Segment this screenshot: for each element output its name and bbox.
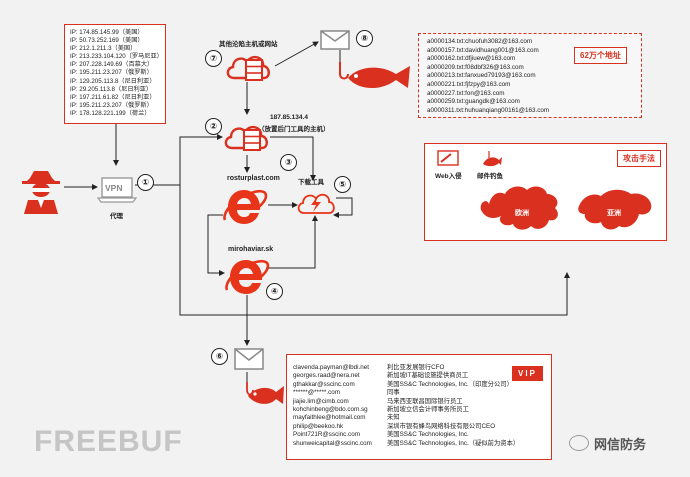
ip-entry: IP: 174.85.145.99（美国） — [70, 29, 144, 36]
attacker-ip-list: IP: 174.85.145.99（美国） IP: 50.73.252.169（… — [64, 24, 166, 124]
attack-methods-title: 攻击手法 — [617, 150, 661, 167]
email-entry: a0000311.txt:huhuanqiang00161@163.com — [427, 106, 550, 114]
phishing-mail-icon — [483, 151, 502, 167]
c2-server-icon — [224, 125, 268, 151]
ip-entry: IP: 195.211.23.207（俄罗斯） — [70, 69, 153, 77]
ip-entry: IP: 213.233.104.120（罗马尼亚） — [70, 53, 163, 61]
europe-label: 欧洲 — [515, 210, 529, 217]
step-2-badge: ② — [205, 118, 222, 135]
phishing-fish-icon — [339, 62, 410, 89]
ip-entry: IP: 197.211.61.82（尼日利亚） — [70, 93, 156, 101]
cloud-server-icon — [226, 55, 270, 81]
ip-entry: IP: 195.211.23.207（俄罗斯） — [70, 101, 153, 109]
ip-entry: IP: 178.128.221.199（荷兰） — [70, 109, 151, 117]
ip-entry: IP: 212.1.211.3（美国） — [70, 45, 137, 53]
c2-ip-label: 187.85.134.4 — [270, 114, 308, 121]
attack-methods-panel: 攻击手法 Web入侵 邮件钓鱼 欧洲 亚洲 — [424, 143, 667, 241]
email-target-list: a0000134.txt:chuofuh3082@163.com a000015… — [418, 33, 642, 118]
site1-label: rosturplast.com — [227, 175, 280, 182]
vip-row: Point721R@sscinc.com 美国SS&C Technologies,… — [293, 431, 469, 439]
vip-row: ******@*****.com 同事 — [293, 389, 400, 397]
email-entry: a0000259.txt:guangdk@163.com — [427, 98, 520, 106]
step-3-badge: ③ — [280, 154, 297, 171]
vip-row: georges.raad@nera.net 新加坡IT基础设施提供商员工 — [293, 372, 469, 380]
ip-entry: IP: 50.73.252.169（美国） — [70, 37, 144, 45]
c2-desc-label: （放置后门工具的主机） — [258, 126, 330, 133]
site2-label: mirohaviar.sk — [228, 246, 274, 253]
ie-browser-icon — [223, 189, 268, 224]
wechat-logo-icon — [569, 435, 589, 451]
proxy-label: 代理 — [110, 213, 123, 220]
vpn-label: VPN — [105, 183, 123, 193]
envelope-icon — [320, 30, 350, 50]
phishing-fish-icon — [246, 382, 284, 404]
vip-row: kohchinbeng@bdo.com.sg 新加坡立信会计师事务所员工 — [293, 406, 469, 414]
ip-entry: IP: 207.228.149.69（百慕大） — [70, 61, 154, 69]
download-tool-label: 下载工具 — [298, 179, 324, 186]
step-6-badge: ⑥ — [211, 348, 228, 365]
freebuf-watermark: FREEBUF — [34, 425, 183, 458]
asia-map-icon — [578, 189, 652, 230]
email-entry: a0000213.txt:fanxued79193@163.com — [427, 72, 536, 80]
email-entry: a0000227.txt:fon@163.com — [427, 89, 505, 97]
address-count-badge: 62万个地址 — [574, 47, 627, 64]
account-watermark: 网信防务 — [594, 437, 647, 452]
other-hosts-label: 其他沦陷主机或网站 — [219, 41, 278, 48]
step-4-badge: ④ — [266, 283, 283, 300]
step-8-badge: ⑧ — [356, 30, 373, 47]
vip-row: mayfaithlee@hotmail.com 未知 — [293, 414, 400, 422]
envelope-icon — [234, 348, 264, 370]
email-entry: a0000157.txt:davidhuang001@163.com — [427, 46, 539, 54]
ie-browser-icon — [225, 259, 270, 294]
email-entry: a0000221.txt:fjfzpy@163.com — [427, 80, 511, 88]
step-1-badge: ① — [137, 174, 154, 191]
europe-map-icon — [480, 186, 558, 230]
vip-row: gthakkar@sscinc.com 美国SS&C Technologies, … — [293, 380, 513, 388]
ip-entry: IP: 29.205.113.8（尼日利亚） — [70, 85, 153, 93]
web-intrusion-label: Web入侵 — [435, 173, 462, 180]
email-entry: a0000162.txt:dfjiuew@163.com — [427, 55, 516, 63]
vip-row: clavenda.payman@lbdi.net 利比亚发展银行CFO — [293, 364, 445, 371]
step-7-badge: ⑦ — [205, 50, 222, 67]
vip-row: jiajie.lim@cimb.com 马来西亚联昌国际银行员工 — [293, 397, 463, 405]
email-entry: a0000134.txt:chuofuh3082@163.com — [427, 38, 533, 45]
hacker-icon — [22, 171, 60, 214]
step-5-badge: ⑤ — [334, 176, 351, 193]
vip-target-list: clavenda.payman@lbdi.net 利比亚发展银行CFO georg… — [286, 354, 552, 460]
email-entry: a0000209.txt:f08dbf326@163.com — [427, 63, 524, 71]
download-cloud-icon — [297, 193, 335, 214]
asia-label: 亚洲 — [607, 210, 621, 217]
ip-entry: IP: 129.205.113.8（尼日利亚） — [70, 77, 156, 85]
phishing-label: 邮件钓鱼 — [477, 173, 503, 180]
web-intrusion-icon — [437, 150, 459, 166]
vip-badge: VIP — [512, 366, 543, 381]
vpn-laptop-icon — [97, 177, 137, 203]
vip-row: philip@beekoo.hk 深圳市银有蜂鸟网络科技有限公司CEO — [293, 422, 496, 430]
vip-row: shunweicapital@sscinc.com 美国SS&C Technolo… — [293, 439, 520, 447]
